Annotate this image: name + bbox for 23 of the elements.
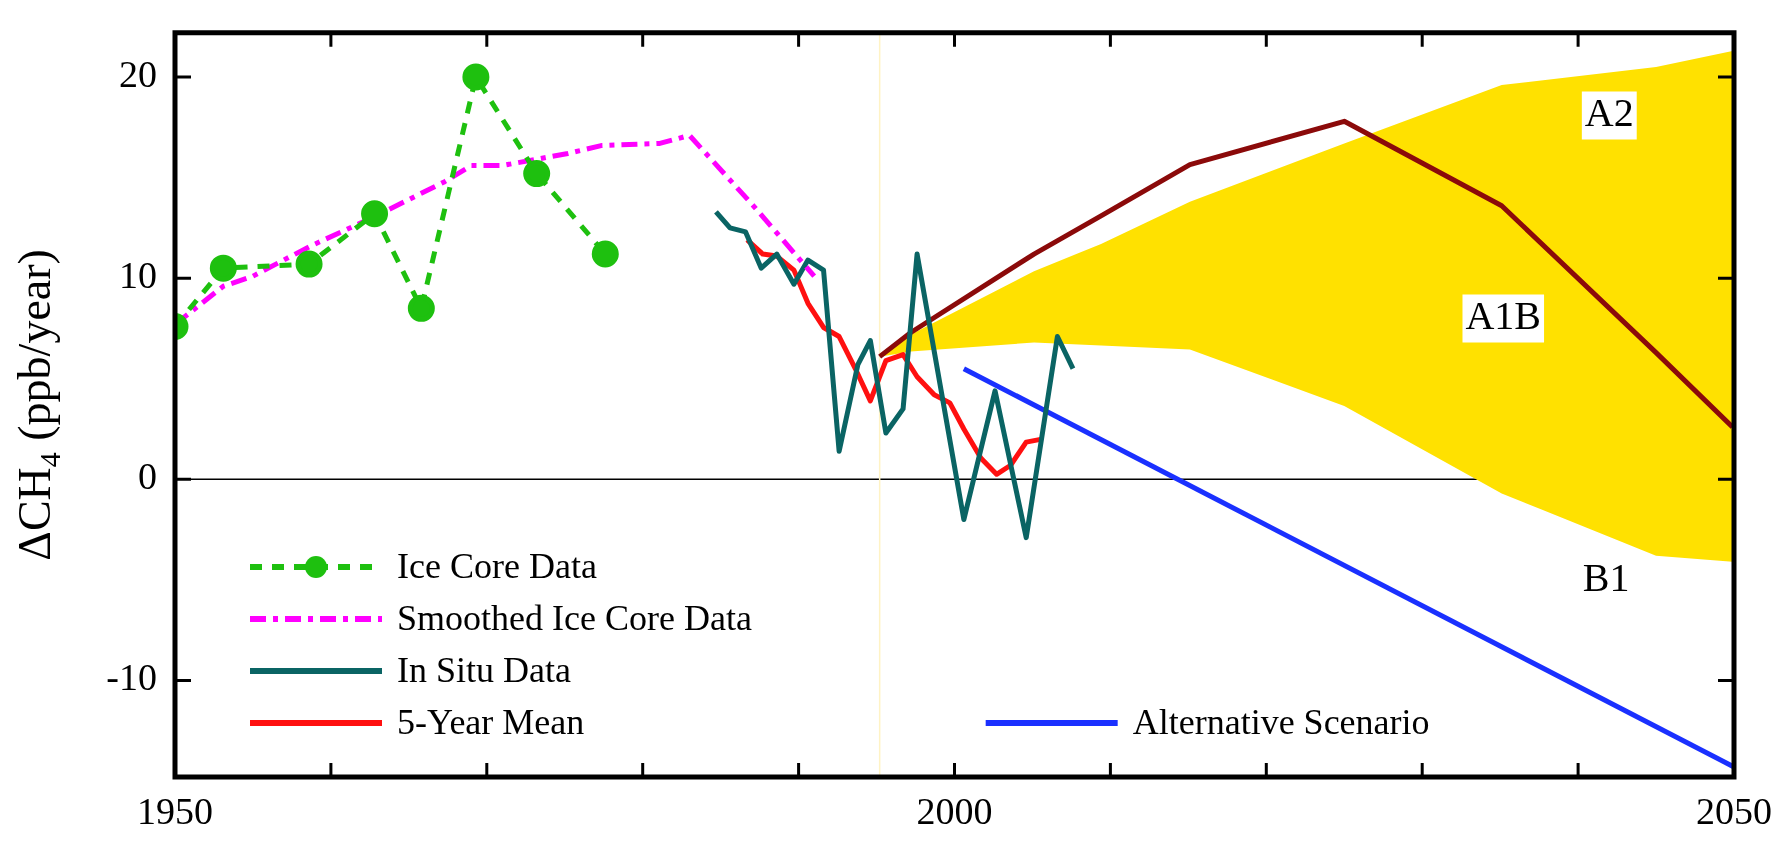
x-tick-label: 2000 bbox=[916, 789, 993, 832]
y-axis-title: ΔCH4 (ppb/year) bbox=[9, 249, 66, 561]
legend-label: Alternative Scenario bbox=[1132, 702, 1430, 743]
annotation: B1 bbox=[1582, 555, 1630, 601]
legend-label: In Situ Data bbox=[397, 650, 571, 691]
legend-label: Smoothed Ice Core Data bbox=[397, 598, 752, 639]
point bbox=[209, 254, 237, 282]
point bbox=[462, 63, 490, 91]
point bbox=[591, 240, 619, 268]
point bbox=[295, 250, 323, 278]
annotation: A1B bbox=[1465, 293, 1542, 339]
point bbox=[361, 200, 389, 228]
x-tick-label: 1950 bbox=[137, 789, 213, 832]
y-tick-label: -10 bbox=[106, 656, 157, 699]
x-tick-label: 2050 bbox=[1696, 789, 1772, 832]
legend-label: 5-Year Mean bbox=[397, 702, 585, 743]
annotation: A2 bbox=[1584, 89, 1634, 135]
y-tick-label: 20 bbox=[119, 53, 157, 96]
y-tick-label: 10 bbox=[119, 254, 157, 297]
point bbox=[523, 160, 551, 188]
point bbox=[407, 294, 435, 322]
y-tick-label: 0 bbox=[138, 455, 157, 498]
legend-label: Ice Core Data bbox=[397, 546, 597, 587]
